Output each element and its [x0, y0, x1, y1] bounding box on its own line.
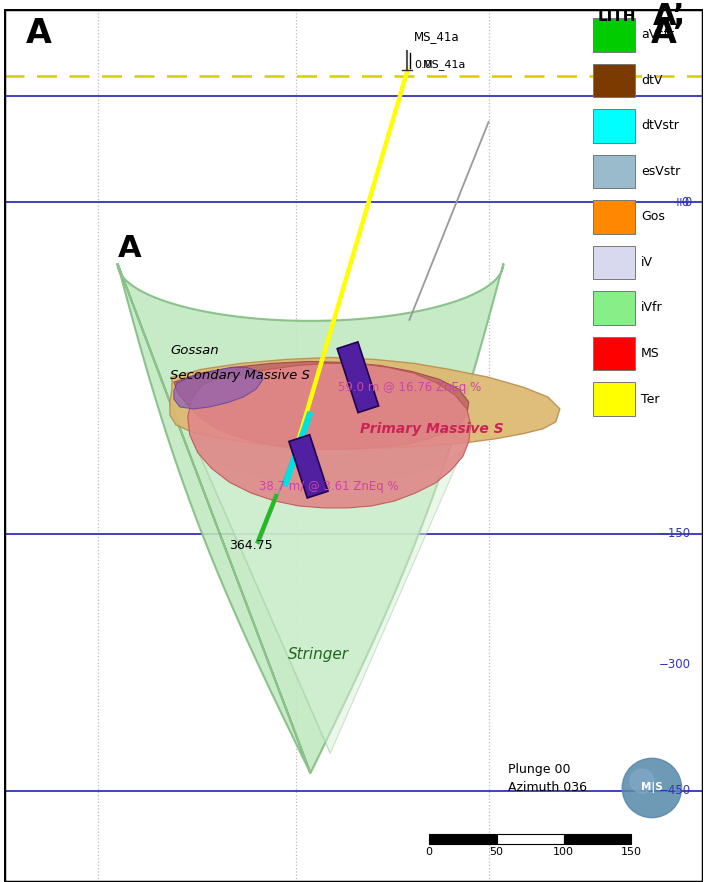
Text: 150: 150 — [621, 848, 642, 857]
Text: 100: 100 — [554, 848, 574, 857]
Polygon shape — [192, 437, 469, 753]
Bar — [593, 382, 635, 416]
Text: +0: +0 — [673, 196, 691, 209]
Text: dtV: dtV — [641, 74, 662, 86]
Text: 59.0 m @ 16.76 ZnEq %: 59.0 m @ 16.76 ZnEq % — [338, 381, 481, 393]
Bar — [337, 342, 379, 413]
Circle shape — [622, 759, 682, 818]
Polygon shape — [174, 362, 469, 450]
Bar — [593, 246, 635, 280]
Text: Secondary Massive S: Secondary Massive S — [170, 370, 310, 383]
Bar — [593, 64, 635, 97]
Text: esVstr: esVstr — [641, 165, 680, 178]
Text: −150: −150 — [658, 527, 691, 540]
Text: A: A — [117, 234, 141, 263]
Bar — [593, 291, 635, 325]
Bar — [496, 833, 563, 844]
Bar — [429, 833, 496, 844]
Text: dtVstr: dtVstr — [641, 119, 679, 132]
Text: Gos: Gos — [641, 211, 665, 223]
Text: −450: −450 — [658, 784, 691, 797]
Text: 0.0: 0.0 — [414, 59, 432, 70]
Polygon shape — [170, 357, 560, 449]
Bar — [563, 833, 631, 844]
Bar — [593, 18, 635, 52]
Bar — [593, 200, 635, 234]
Text: 364.75: 364.75 — [229, 539, 273, 552]
Text: M|S: M|S — [641, 782, 662, 794]
Polygon shape — [188, 363, 471, 508]
Text: MS_41a: MS_41a — [423, 59, 467, 70]
Bar — [593, 154, 635, 188]
Text: Stringer: Stringer — [288, 647, 349, 662]
Polygon shape — [117, 264, 503, 774]
Text: Ter: Ter — [641, 392, 660, 406]
Text: MS: MS — [641, 347, 660, 360]
Text: A’: A’ — [653, 2, 685, 31]
Polygon shape — [174, 368, 263, 409]
Circle shape — [630, 769, 654, 793]
Text: A’: A’ — [651, 18, 686, 50]
Text: 38.7 m/ @ 3.61 ZnEq %: 38.7 m/ @ 3.61 ZnEq % — [259, 480, 399, 493]
Text: +0: +0 — [676, 196, 694, 209]
Text: MS_41a: MS_41a — [414, 30, 460, 42]
Text: Primary Massive S: Primary Massive S — [360, 422, 503, 436]
Bar — [593, 109, 635, 143]
Text: iVfr: iVfr — [641, 302, 662, 315]
Text: Plunge 00
Azimuth 036: Plunge 00 Azimuth 036 — [508, 763, 588, 794]
Text: iV: iV — [641, 256, 653, 269]
Text: −300: −300 — [658, 658, 691, 671]
Bar — [289, 435, 328, 498]
Text: 50: 50 — [489, 848, 503, 857]
Text: 0: 0 — [426, 848, 433, 857]
Text: Gossan: Gossan — [170, 345, 218, 357]
Text: aVstr: aVstr — [641, 28, 674, 41]
Text: LITH: LITH — [597, 9, 636, 24]
Text: A: A — [25, 18, 52, 50]
Bar — [593, 337, 635, 370]
